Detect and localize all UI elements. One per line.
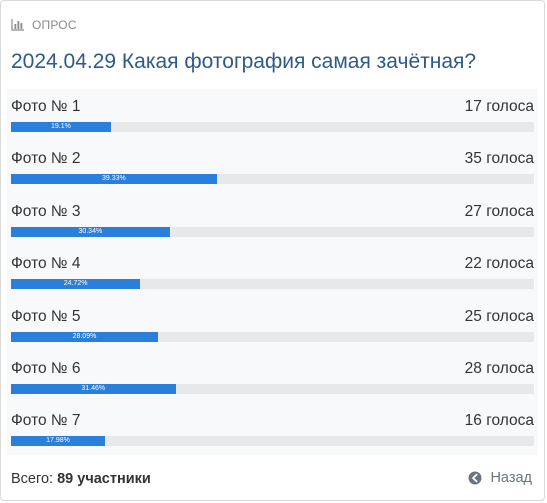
poll-option-bar-fill: 17.98%	[11, 436, 106, 447]
poll-option-bar-track: 28.09%	[11, 331, 534, 342]
poll-option-label: Фото № 3	[11, 202, 81, 220]
poll-option-votes: 22 голоса	[464, 255, 534, 273]
poll-option-bar-fill: 31.46%	[11, 384, 176, 394]
poll-option-label: Фото № 7	[11, 412, 81, 430]
poll-options: Фото № 1 17 голоса 19.1% Фото № 2 35 голоса 3…	[7, 89, 538, 455]
poll-title: 2024.04.29 Какая фотография самая зачётн…	[11, 50, 477, 73]
poll-header: ОПРОС	[11, 17, 77, 33]
poll-option-percent: 30.34%	[78, 227, 103, 235]
poll-option-bar-track: 39.33%	[11, 174, 534, 185]
poll-option: Фото № 4 22 голоса 24.72%	[11, 255, 534, 295]
poll-header-label: ОПРОС	[32, 18, 77, 32]
poll-option-votes: 25 голоса	[464, 307, 534, 325]
poll-total-label: Всего:	[11, 471, 54, 487]
back-button[interactable]: Назад	[468, 470, 532, 486]
poll-option: Фото № 2 35 голоса 39.33%	[11, 150, 534, 190]
poll-option-percent: 39.33%	[101, 175, 126, 183]
poll-option-bar-track: 30.34%	[11, 226, 534, 237]
poll-option-votes: 17 голоса	[464, 98, 534, 115]
poll-option-bar-track: 17.98%	[11, 436, 534, 447]
poll-option: Фото № 3 27 голоса 30.34%	[11, 203, 534, 243]
poll-option-bar-track: 31.46%	[11, 384, 534, 394]
back-label: Назад	[490, 470, 532, 486]
poll-option-label: Фото № 6	[11, 360, 81, 377]
poll-option: Фото № 6 28 голоса 31.46%	[11, 360, 534, 400]
poll-option-percent: 31.46%	[81, 385, 106, 392]
poll-option-bar-fill: 19.1%	[11, 122, 111, 132]
poll-option-bar-fill: 39.33%	[11, 174, 217, 185]
poll-option: Фото № 1 17 голоса 19.1%	[11, 98, 534, 138]
poll-option-percent: 24.72%	[63, 280, 88, 288]
poll-option-label: Фото № 4	[11, 255, 81, 273]
poll-total: Всего: 89 участники	[11, 471, 151, 487]
poll-option-percent: 17.98%	[46, 437, 70, 445]
poll-option-label: Фото № 5	[11, 307, 81, 325]
poll-option-percent: 28.09%	[72, 332, 97, 340]
poll-option-votes: 16 голоса	[464, 412, 534, 430]
poll-total-value: 89 участники	[57, 471, 151, 487]
poll-option-bar-track: 24.72%	[11, 279, 534, 290]
poll-option-bar-fill: 28.09%	[11, 331, 158, 342]
poll-option-bar-track: 19.1%	[11, 122, 534, 132]
poll-option-label: Фото № 2	[11, 150, 81, 168]
poll-option-label: Фото № 1	[11, 98, 81, 115]
poll-option-bar-fill: 30.34%	[11, 226, 170, 237]
poll-option: Фото № 7 16 голоса 17.98%	[11, 412, 534, 452]
poll-option: Фото № 5 25 голоса 28.09%	[11, 308, 534, 348]
poll-option-bar-fill: 24.72%	[11, 279, 141, 290]
poll-option-votes: 27 голоса	[464, 202, 534, 220]
arrow-left-circle-icon	[468, 471, 482, 485]
poll-option-percent: 19.1%	[51, 123, 71, 130]
poll-option-votes: 35 голоса	[464, 150, 534, 168]
bar-chart-icon	[11, 19, 25, 31]
poll-option-votes: 28 голоса	[464, 360, 534, 377]
